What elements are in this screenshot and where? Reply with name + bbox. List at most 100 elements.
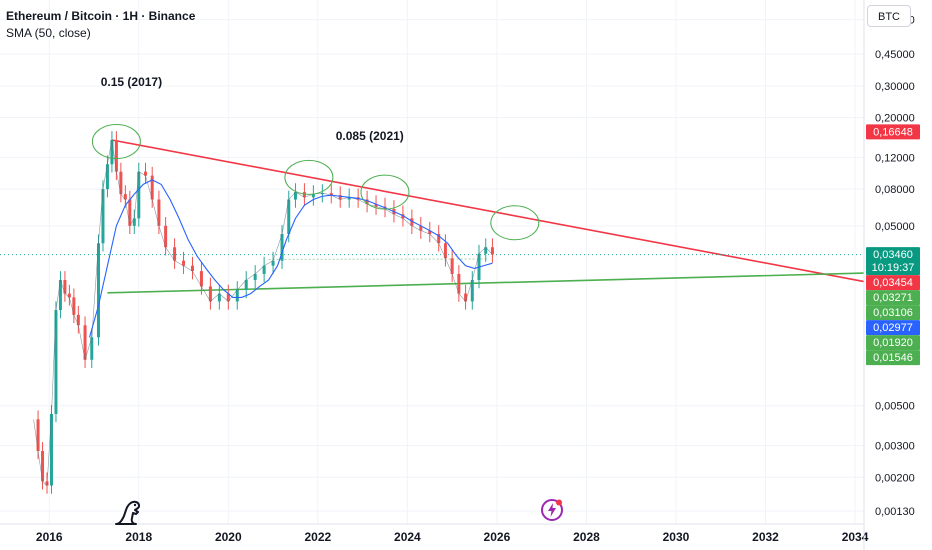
candle-body [173, 247, 177, 261]
price-label-tag [866, 320, 920, 336]
y-tick-label: 0,30000 [875, 81, 915, 93]
candle-body [63, 279, 67, 294]
y-tick-label: 0,00500 [875, 401, 915, 413]
candle-body [190, 265, 194, 272]
x-tick-label: 2026 [484, 530, 511, 544]
candle-body [208, 286, 212, 302]
y-tick-label: 0,00200 [875, 472, 915, 484]
candle-body [90, 337, 94, 360]
candle-body [143, 171, 147, 176]
candle-body [199, 271, 203, 287]
candle-body [58, 279, 62, 311]
price-label-text: 0,01546 [873, 352, 913, 364]
candle-body [41, 451, 45, 482]
candle-body [119, 171, 123, 195]
candle-body [164, 225, 168, 248]
symbol-title[interactable]: Ethereum / Bitcoin · 1H · Binance [6, 9, 196, 23]
candle-body [287, 199, 291, 235]
price-label-text: 0,16648 [873, 126, 913, 138]
trendline-resistance [111, 139, 865, 283]
candle-body [457, 273, 461, 294]
candle-body [338, 195, 342, 200]
candle-body [428, 230, 432, 235]
candle-body [217, 293, 221, 302]
highlight-ellipse [360, 174, 410, 210]
countdown-label-text: 10:19:37 [872, 262, 915, 274]
candle-body [128, 199, 132, 226]
candle-body [67, 293, 71, 298]
candle-body [302, 192, 306, 198]
candle-body [244, 279, 248, 290]
y-tick-label: 0,00300 [875, 441, 915, 453]
candle-body [110, 139, 114, 165]
candle-body [470, 279, 474, 302]
candle-body [72, 297, 76, 315]
candle-body [83, 325, 87, 360]
candle-body [293, 192, 297, 200]
candle-body [76, 314, 80, 326]
x-tick-label: 2018 [125, 530, 152, 544]
candle-body [105, 164, 109, 190]
candle-body [365, 199, 369, 205]
x-tick-label: 2034 [842, 530, 869, 544]
price-label-text: 0,03271 [873, 292, 913, 304]
candle-body [262, 265, 266, 274]
candle-body [419, 225, 423, 231]
candle-body [132, 218, 136, 226]
sma-legend[interactable]: SMA (50, close) [6, 26, 91, 40]
candle-body [123, 194, 127, 200]
candle-body [410, 218, 414, 226]
sma-line [89, 179, 493, 338]
candle-body [54, 310, 58, 414]
x-tick-label: 2028 [573, 530, 600, 544]
candle-body [235, 289, 239, 302]
candle-body [101, 189, 105, 244]
y-tick-label: 0,45000 [875, 49, 915, 61]
candle-body [182, 260, 186, 266]
x-tick-label: 2024 [394, 530, 421, 544]
candle-body [311, 194, 315, 198]
candle-body [280, 234, 284, 261]
x-tick-label: 2016 [36, 530, 63, 544]
annotation-label: 0.15 (2017) [101, 75, 162, 89]
candle-body [443, 243, 447, 259]
price-label-text: 0,02977 [873, 322, 913, 334]
highlight-ellipse [490, 205, 540, 241]
candle-body [96, 243, 100, 338]
candle-body [374, 204, 378, 207]
candle-body [484, 247, 488, 254]
highlight-ellipse [284, 159, 334, 195]
candle-body [36, 419, 40, 452]
price-line [33, 139, 493, 487]
price-label-tag [866, 290, 920, 306]
candle-body [150, 175, 154, 200]
candle-body [137, 171, 141, 219]
price-label-tag [866, 247, 920, 276]
currency-unit-button[interactable]: BTC [867, 5, 911, 27]
candle-body [347, 197, 351, 200]
price-label-text: 0,03454 [873, 277, 913, 289]
candle-body [464, 293, 468, 302]
candle-body [157, 199, 161, 226]
candle-body [329, 193, 333, 196]
price-label-text: 0,01920 [873, 337, 913, 349]
candle-body [320, 193, 324, 195]
y-tick-label: 0,05000 [875, 221, 915, 233]
y-tick-label: 0,20000 [875, 113, 915, 125]
candle-body [437, 234, 441, 244]
y-tick-label: 0,08000 [875, 184, 915, 196]
tradingview-logo-icon[interactable] [114, 498, 144, 526]
price-label-text: 0,03106 [873, 307, 913, 319]
price-label-tag [866, 275, 920, 291]
plot-area: 0.15 (2017) 0.085 (2021) [0, 75, 865, 494]
candle-body [490, 247, 494, 255]
x-tick-label: 2032 [752, 530, 779, 544]
candle-body [49, 413, 53, 486]
price-label-tag [866, 350, 920, 366]
y-tick-label: 0,00130 [875, 506, 915, 518]
lightning-icon[interactable] [540, 498, 564, 522]
candle-body [114, 139, 118, 172]
